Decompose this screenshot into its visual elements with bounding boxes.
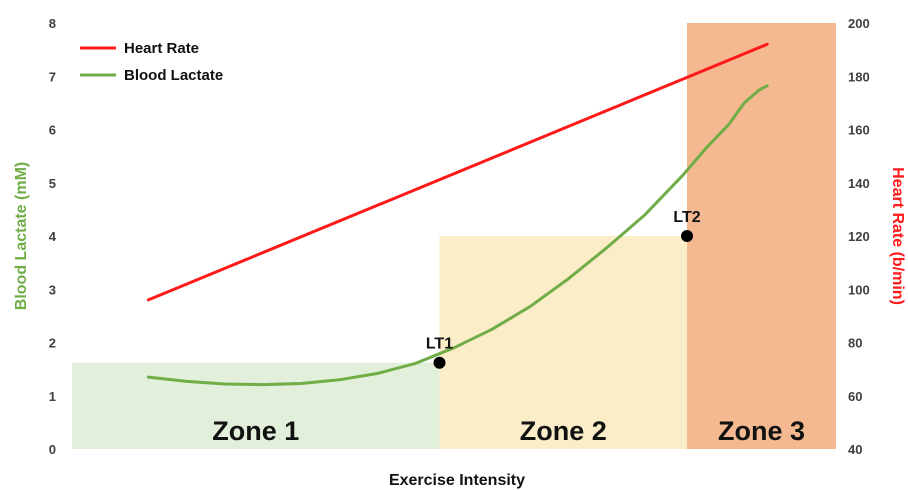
right-tick-label: 160 — [848, 123, 870, 138]
left-axis-ticks: 0 1 2 3 4 5 6 7 8 — [49, 16, 57, 457]
lt2-marker — [681, 230, 694, 242]
zone-1-label: Zone 1 — [212, 416, 299, 446]
left-tick-label: 5 — [49, 176, 56, 191]
zones-layer: Zone 1 Zone 2 Zone 3 — [72, 23, 836, 449]
right-tick-label: 180 — [848, 69, 870, 84]
markers-layer: LT1 LT2 — [426, 209, 701, 369]
right-axis-ticks: 40 60 80 100 120 140 160 180 200 — [848, 16, 870, 457]
heart-rate-line — [146, 42, 769, 302]
legend: Heart Rate Blood Lactate — [80, 40, 223, 84]
zone-3-region — [687, 23, 836, 449]
left-tick-label: 8 — [49, 16, 56, 31]
left-y-axis-label: Blood Lactate (mM) — [13, 162, 30, 310]
right-tick-label: 200 — [848, 16, 870, 31]
left-tick-label: 4 — [49, 229, 57, 244]
left-tick-label: 2 — [49, 336, 56, 351]
left-tick-label: 0 — [49, 442, 56, 457]
zone-2-label: Zone 2 — [520, 416, 607, 446]
x-axis-label: Exercise Intensity — [389, 472, 525, 489]
right-tick-label: 140 — [848, 176, 870, 191]
lt2-label: LT2 — [673, 209, 700, 226]
series-layer — [146, 42, 769, 387]
lt1-marker — [433, 356, 446, 369]
left-tick-label: 6 — [49, 123, 56, 138]
right-tick-label: 40 — [848, 442, 862, 457]
legend-label-heart-rate: Heart Rate — [124, 40, 199, 57]
left-tick-label: 1 — [49, 389, 56, 404]
right-tick-label: 100 — [848, 282, 870, 297]
right-y-axis-label: Heart Rate (b/min) — [889, 167, 906, 305]
zone-3-label: Zone 3 — [718, 416, 805, 446]
blood-lactate-line — [146, 84, 769, 387]
zone-2-region — [439, 236, 688, 449]
right-tick-label: 80 — [848, 336, 862, 351]
right-tick-label: 120 — [848, 229, 870, 244]
left-tick-label: 3 — [49, 282, 56, 297]
left-tick-label: 7 — [49, 69, 56, 84]
legend-label-blood-lactate: Blood Lactate — [124, 67, 223, 84]
lt1-label: LT1 — [426, 336, 453, 353]
zone-1-region — [72, 362, 440, 449]
right-tick-label: 60 — [848, 389, 862, 404]
